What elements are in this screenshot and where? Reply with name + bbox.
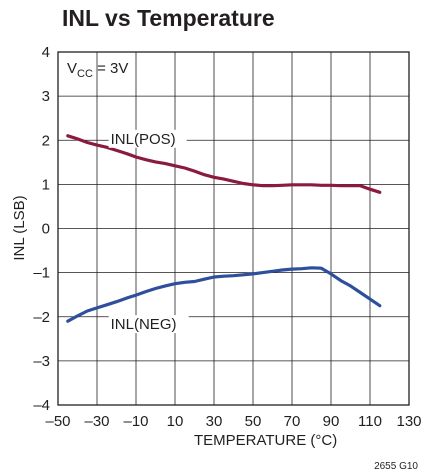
y-tick-label: 1 — [42, 176, 50, 193]
chart-title: INL vs Temperature — [62, 5, 275, 31]
series-line-inl-pos — [66, 134, 382, 194]
x-tick-labels: –50 –30 –10 10 30 50 70 90 110 130 — [45, 413, 421, 430]
series-label-inl-neg: INL(NEG) — [111, 316, 177, 333]
series-label-background — [108, 129, 187, 148]
x-axis-label: TEMPERATURE (°C) — [194, 432, 337, 449]
y-tick-label: 2 — [42, 132, 50, 149]
series-labels: INL(POS) INL(NEG) — [108, 129, 189, 334]
x-tick-label: 130 — [396, 413, 421, 430]
series-line-inl-neg — [66, 266, 382, 323]
x-tick-label: –30 — [84, 413, 109, 430]
x-tick-label: 90 — [323, 413, 340, 430]
x-tick-label: 50 — [245, 413, 262, 430]
y-tick-label: –3 — [33, 353, 50, 370]
y-tick-label: –4 — [33, 397, 50, 414]
data-series — [66, 134, 382, 323]
x-tick-label: 30 — [206, 413, 223, 430]
x-tick-label: –50 — [45, 413, 70, 430]
x-tick-label: 10 — [167, 413, 184, 430]
x-tick-label: 70 — [284, 413, 301, 430]
y-tick-label: –1 — [33, 265, 50, 282]
vcc-prefix: V — [67, 60, 77, 77]
plot-frame — [57, 51, 410, 406]
y-tick-label: –2 — [33, 309, 50, 326]
y-tick-label: 0 — [42, 221, 50, 238]
y-tick-label: 4 — [42, 44, 50, 61]
y-tick-labels: 4 3 2 1 0 –1 –2 –3 –4 — [33, 44, 50, 414]
figure-id: 2655 G10 — [374, 461, 418, 472]
vcc-annotation: VCC = 3V — [67, 60, 128, 80]
vcc-suffix: = 3V — [93, 60, 128, 77]
x-tick-label: 110 — [358, 413, 382, 430]
vcc-subscript: CC — [77, 68, 93, 80]
y-axis-label: INL (LSB) — [11, 195, 28, 260]
y-tick-label: 3 — [42, 88, 50, 105]
grid-lines — [58, 52, 409, 405]
series-label-inl-pos: INL(POS) — [111, 131, 176, 148]
series-label-background — [108, 315, 189, 334]
x-tick-label: –10 — [123, 413, 148, 430]
